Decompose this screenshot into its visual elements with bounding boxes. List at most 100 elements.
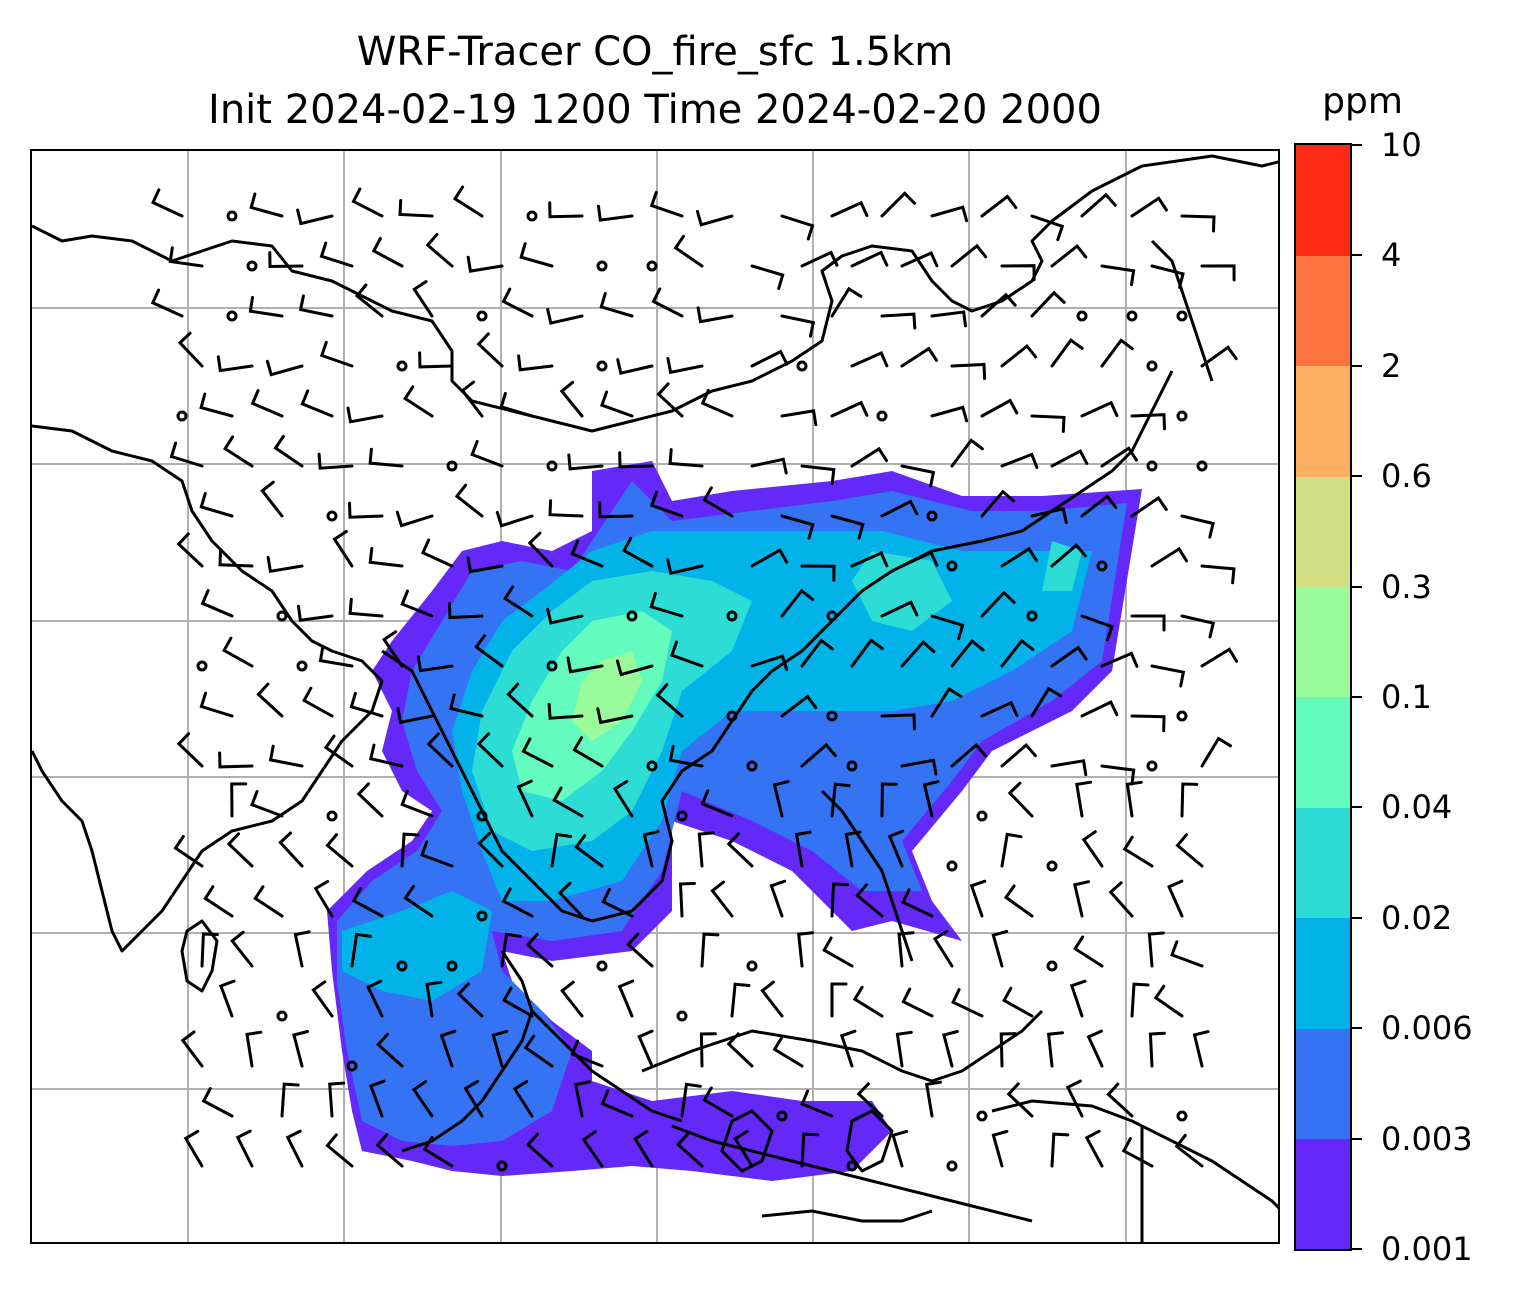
wind-barb	[566, 656, 604, 674]
wind-barb	[991, 929, 1009, 968]
wind-barb	[525, 1132, 554, 1168]
colorbar-segment	[1296, 476, 1350, 588]
calm-wind-marker	[746, 960, 758, 972]
wind-barb	[880, 713, 916, 731]
wind-barb	[780, 694, 818, 718]
colorbar-segment	[1296, 586, 1350, 698]
wind-barb	[999, 1032, 1017, 1068]
wind-barb	[616, 358, 654, 375]
wind-barb	[449, 693, 484, 718]
wind-barb	[447, 602, 484, 620]
wind-barb	[850, 638, 884, 668]
calm-wind-marker	[1146, 760, 1158, 772]
wind-barb	[173, 835, 204, 868]
wind-barb	[548, 499, 584, 518]
wind-barb	[900, 251, 939, 268]
wind-barb	[1069, 979, 1087, 1018]
wind-barb	[1006, 1082, 1034, 1118]
calm-wind-marker	[476, 310, 488, 322]
wind-barb	[512, 1080, 534, 1118]
wind-barb	[416, 655, 454, 673]
wind-barb	[278, 831, 304, 868]
wind-barb	[1050, 243, 1088, 268]
wind-barb	[548, 201, 584, 219]
calm-wind-marker	[1196, 460, 1208, 472]
wind-barb	[1130, 495, 1168, 518]
wind-barb	[1150, 664, 1186, 688]
wind-barb	[477, 831, 504, 868]
wind-barb	[325, 833, 354, 868]
wind-barb	[1150, 546, 1188, 568]
wind-barb	[177, 331, 204, 368]
colorbar-tick	[1352, 364, 1362, 367]
wind-barb	[673, 234, 704, 268]
wind-barb	[456, 982, 484, 1018]
wind-barb	[980, 700, 1019, 718]
wind-barb	[570, 1039, 604, 1068]
wind-barb	[418, 351, 454, 369]
wind-barb	[474, 634, 504, 668]
wind-barb	[268, 744, 304, 768]
wind-barb	[280, 1082, 300, 1118]
calm-wind-marker	[396, 960, 408, 972]
wind-barb	[454, 483, 484, 518]
wind-barb	[1100, 446, 1138, 468]
wind-barb	[1030, 414, 1066, 433]
wind-barb	[780, 214, 815, 241]
wind-barb	[669, 640, 704, 668]
wind-barb	[800, 638, 834, 668]
wind-barb	[666, 357, 704, 375]
calm-wind-marker	[326, 810, 338, 822]
wind-barb	[1100, 764, 1136, 786]
wind-barb	[951, 988, 984, 1018]
wind-barb	[880, 499, 919, 518]
wind-barb	[769, 879, 787, 918]
wind-barb	[375, 1133, 404, 1168]
wind-barb	[296, 208, 334, 226]
wind-barb	[1081, 830, 1104, 868]
wind-barb	[800, 742, 837, 768]
wind-barb	[651, 287, 684, 318]
wind-barb	[1000, 452, 1039, 469]
wind-barb	[319, 241, 354, 268]
wind-barb	[180, 1030, 204, 1068]
wind-barb	[201, 1087, 234, 1118]
wind-barb	[463, 1079, 484, 1118]
wind-barb	[1080, 400, 1119, 418]
wind-barb	[1000, 343, 1038, 368]
wind-barb	[830, 882, 849, 918]
wind-barb	[750, 457, 788, 475]
colorbar-tick-label: 2	[1381, 346, 1402, 385]
wind-barb	[850, 446, 888, 468]
wind-barb	[822, 936, 854, 968]
wind-barb	[1050, 543, 1087, 568]
calm-wind-marker	[596, 260, 608, 272]
wind-barb	[950, 438, 984, 468]
wind-barb	[780, 588, 815, 618]
wind-barb	[700, 388, 734, 418]
wind-barb	[668, 448, 704, 468]
wind-barb	[519, 242, 554, 268]
wind-barb	[930, 614, 965, 641]
colorbar-tick-label: 0.6	[1381, 457, 1432, 496]
wind-barb	[517, 354, 554, 372]
colorbar-tick-label: 0.3	[1381, 567, 1432, 606]
wind-barb	[1080, 700, 1119, 718]
colorbar-tick	[1352, 475, 1362, 478]
calm-wind-marker	[726, 710, 738, 722]
wind-barb	[1147, 931, 1165, 968]
wind-barb	[351, 887, 384, 918]
wind-barb	[1000, 546, 1038, 568]
wind-barb	[398, 199, 434, 218]
wind-barb	[546, 308, 584, 325]
wind-barb	[525, 932, 554, 968]
wind-barb	[249, 192, 284, 218]
wind-barb	[637, 1029, 654, 1068]
wind-barb	[1100, 338, 1134, 368]
wind-barb	[702, 1086, 734, 1118]
wind-barb	[426, 732, 454, 768]
wind-barb	[830, 286, 863, 318]
calm-wind-marker	[226, 210, 238, 222]
colorbar-tick	[1352, 806, 1362, 809]
wind-barb	[932, 930, 954, 968]
